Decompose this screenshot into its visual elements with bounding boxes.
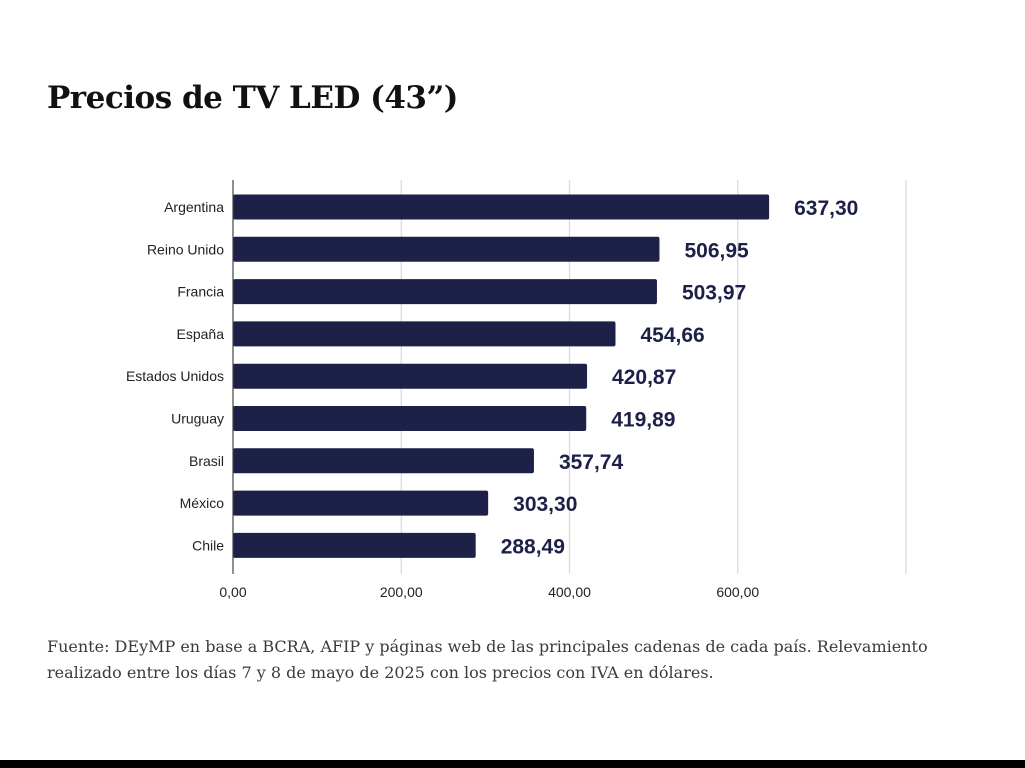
value-label-4: 420,87 xyxy=(612,366,676,389)
bar-8 xyxy=(233,532,476,558)
value-label-7: 303,30 xyxy=(513,493,577,516)
value-label-8: 288,49 xyxy=(501,535,565,558)
value-label-3: 454,66 xyxy=(640,324,704,347)
value-label-1: 506,95 xyxy=(684,239,749,262)
value-label-5: 419,89 xyxy=(611,409,675,432)
x-tick-label-3: 600,00 xyxy=(716,584,759,600)
x-tick-label-2: 400,00 xyxy=(548,584,591,600)
category-label-6: Brasil xyxy=(189,453,224,469)
category-label-7: México xyxy=(180,495,225,511)
chart-title: Precios de TV LED (43”) xyxy=(47,80,458,116)
x-tick-label-1: 200,00 xyxy=(380,584,423,600)
bar-5 xyxy=(233,406,587,431)
bar-7 xyxy=(233,490,489,516)
bar-2 xyxy=(233,279,657,305)
category-label-5: Uruguay xyxy=(171,411,224,427)
value-label-0: 637,30 xyxy=(794,197,858,220)
value-label-6: 357,74 xyxy=(559,451,624,474)
source-note: Fuente: DEyMP en base a BCRA, AFIP y pág… xyxy=(47,637,928,682)
bar-4 xyxy=(233,363,588,389)
bar-chart: Argentina 637,30 Reino Unido 506,95 Francia 5… xyxy=(126,180,907,600)
bottom-border xyxy=(0,760,1025,768)
category-label-4: Estados Unidos xyxy=(126,368,224,384)
bar-6 xyxy=(233,448,534,474)
value-label-2: 503,97 xyxy=(682,282,746,305)
category-label-8: Chile xyxy=(192,537,224,553)
bar-0 xyxy=(233,194,770,220)
category-label-1: Reino Unido xyxy=(147,241,224,257)
bar-3 xyxy=(233,321,616,347)
category-label-3: España xyxy=(177,326,225,342)
category-label-2: Francia xyxy=(177,284,224,300)
x-tick-label-0: 0,00 xyxy=(219,584,246,600)
category-label-0: Argentina xyxy=(164,199,224,215)
bar-1 xyxy=(233,236,660,262)
